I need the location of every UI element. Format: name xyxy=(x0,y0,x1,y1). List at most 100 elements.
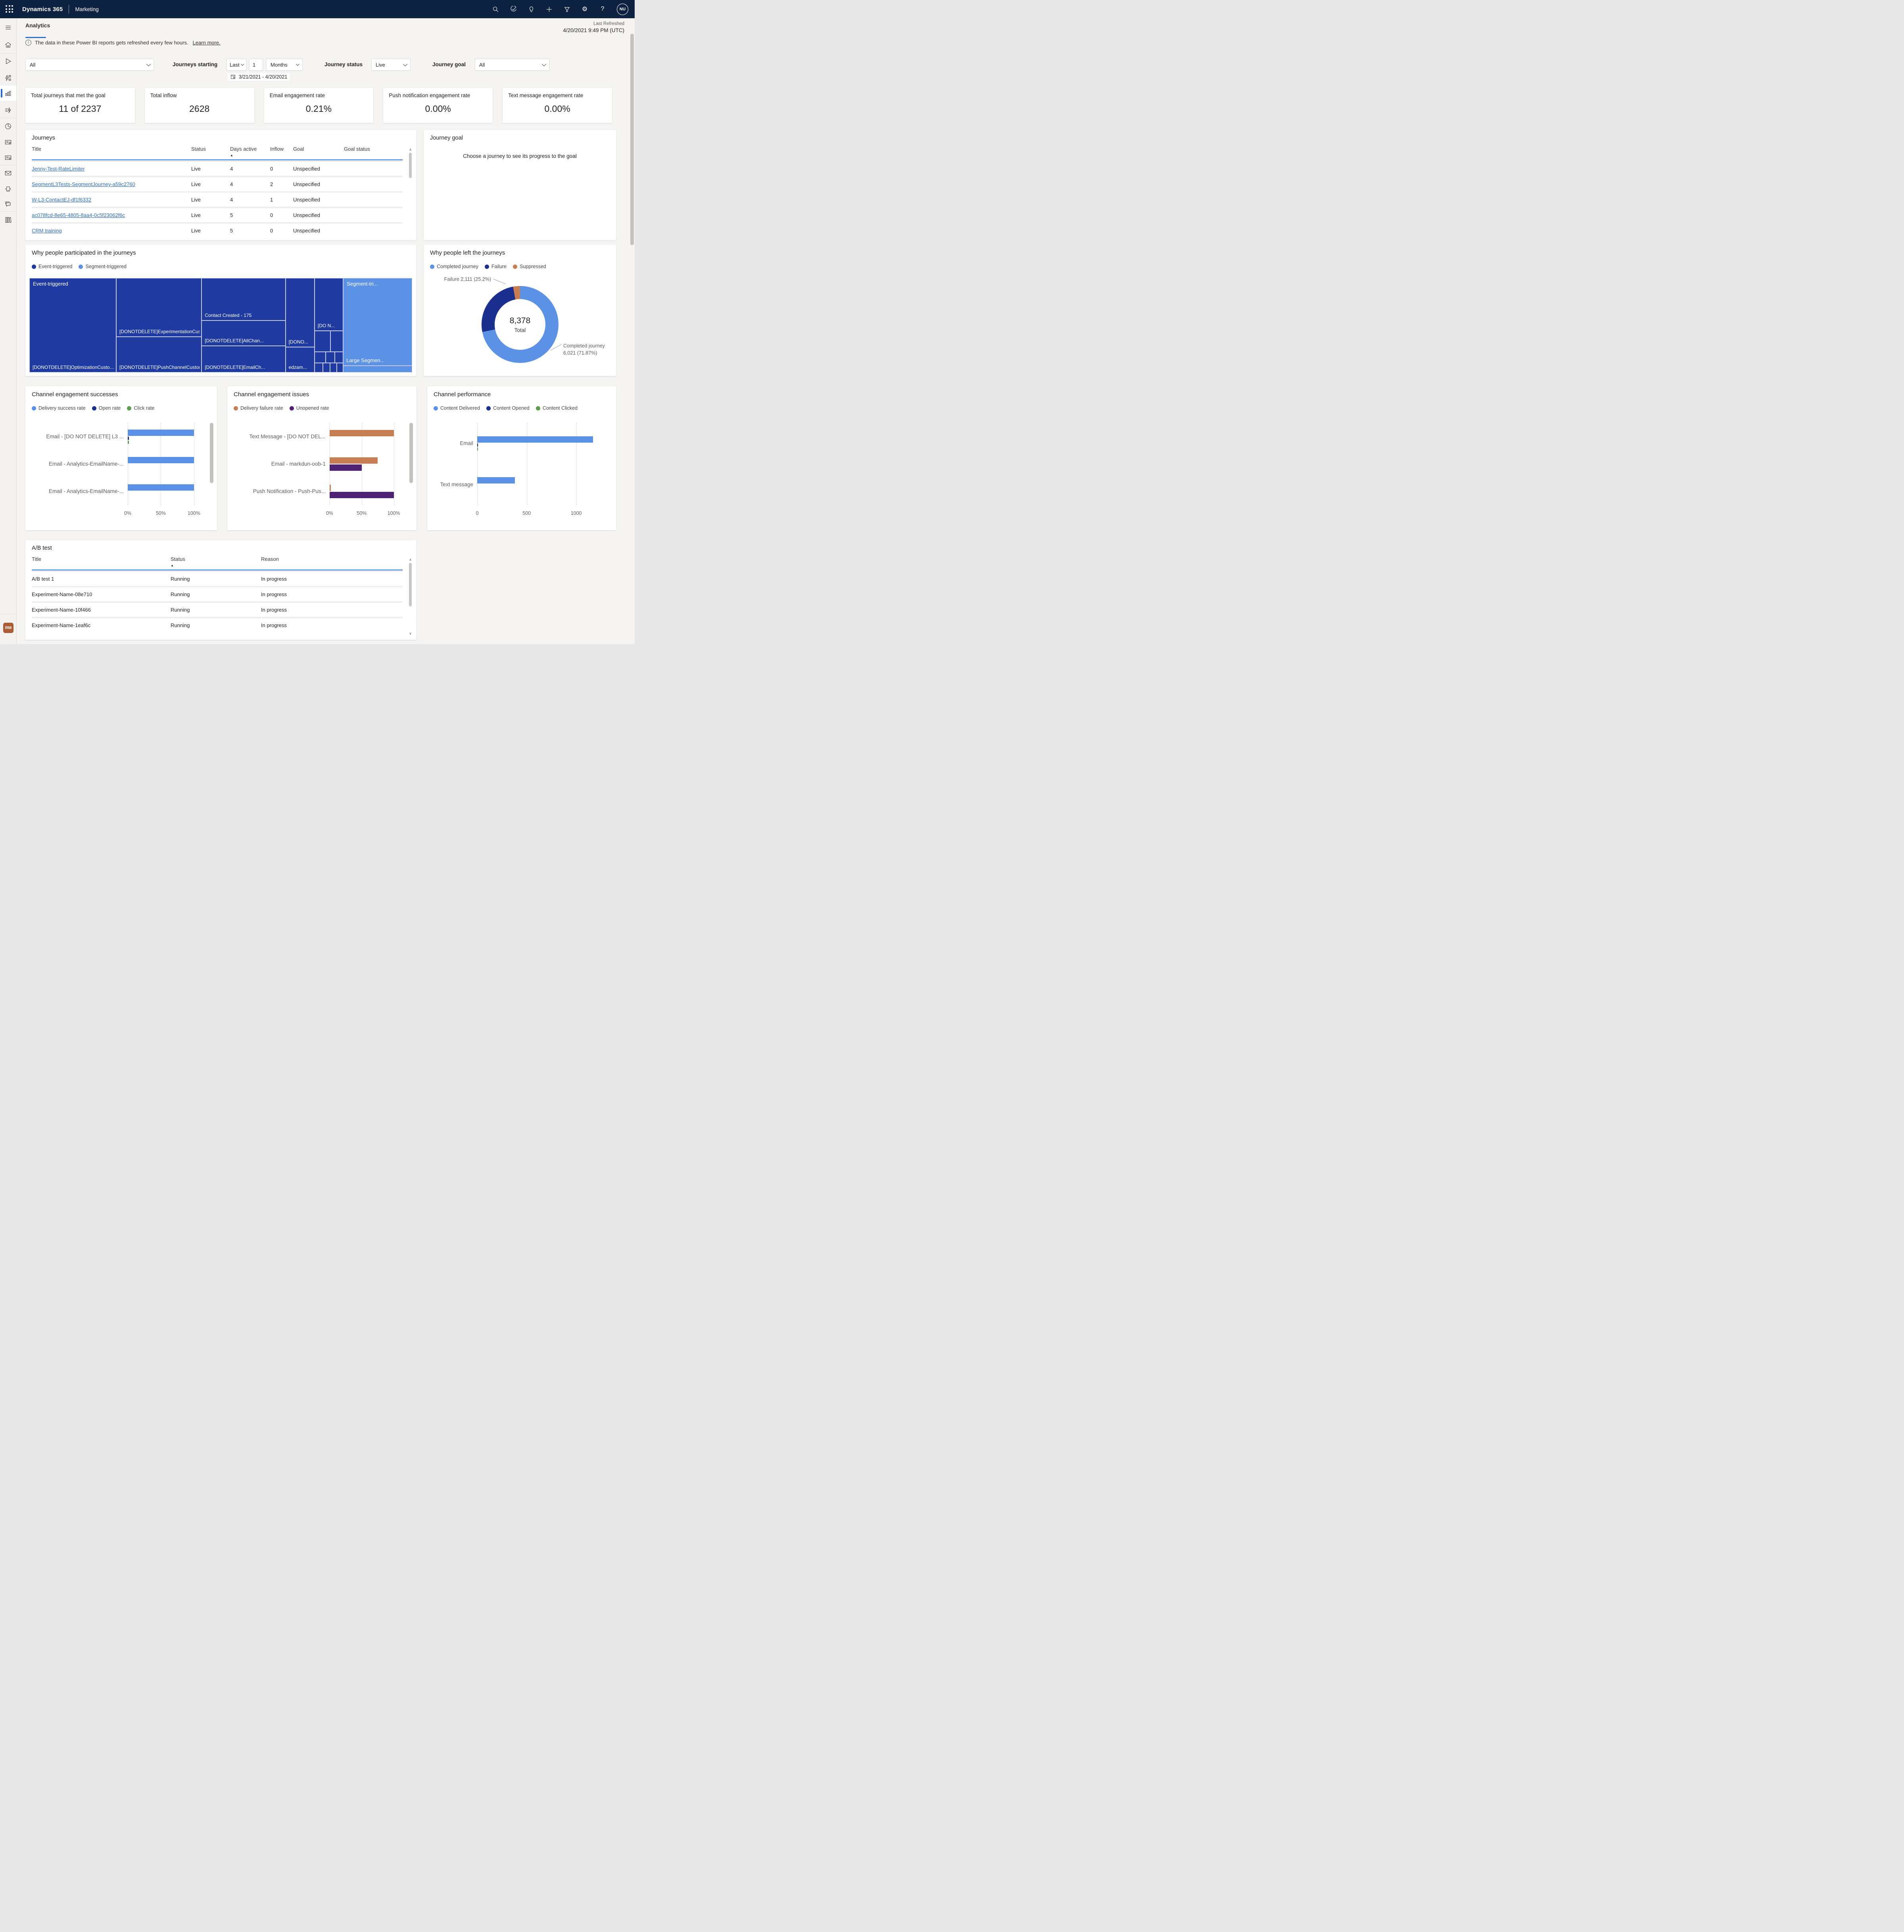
legend-item[interactable]: Failure xyxy=(485,264,507,269)
legend-item[interactable]: Content Opened xyxy=(486,405,530,411)
column-header-title[interactable]: Title xyxy=(32,556,171,562)
task-check-icon[interactable] xyxy=(510,6,517,13)
treemap-cell-emailchannel[interactable]: [DONOTDELETE]EmailCh... xyxy=(202,346,285,372)
treemap-cell-small[interactable] xyxy=(337,363,343,372)
treemap-cell-small[interactable] xyxy=(315,352,326,363)
legend-item[interactable]: Event-triggered xyxy=(32,264,72,269)
journey-link[interactable]: SegmentL3Tests-SegmentJourney-a59c2760 xyxy=(32,181,135,187)
legend-item[interactable]: Suppressed xyxy=(513,264,546,269)
legend-item[interactable]: Content Delivered xyxy=(434,405,480,411)
treemap-cell-optimization[interactable]: Event-triggered [DONOTDELETE]Optimizatio… xyxy=(29,278,116,372)
treemap-cell-segment-small[interactable] xyxy=(343,366,412,372)
treemap-cell-pushchannel[interactable]: [DONOTDELETE]PushChannelCustomEvent - 40… xyxy=(116,337,202,372)
bar-delivery-failure[interactable] xyxy=(330,457,378,464)
treemap-cell-small[interactable] xyxy=(323,363,330,372)
column-header-goal[interactable]: Goal xyxy=(293,146,344,152)
help-icon[interactable]: ? xyxy=(599,6,606,13)
bar-delivery-success[interactable] xyxy=(128,484,194,491)
column-header-status[interactable]: Status xyxy=(191,146,230,152)
sidebar-marketing-forms-icon[interactable] xyxy=(0,150,16,165)
treemap-cell-small[interactable] xyxy=(330,363,336,372)
treemap-cell-small[interactable] xyxy=(335,352,343,363)
journey-goal-dropdown[interactable]: All xyxy=(475,59,549,71)
sidebar-marketing-pages-icon[interactable] xyxy=(0,134,16,150)
column-header-goal-status[interactable]: Goal status xyxy=(344,146,403,152)
column-header-status[interactable]: Status ▲ xyxy=(171,556,261,567)
treemap-cell-large-segment[interactable]: Segment-tri... Large Segmen... xyxy=(343,278,412,366)
treemap-cell-small[interactable] xyxy=(326,352,335,363)
treemap-cell-small[interactable] xyxy=(315,363,323,372)
column-header-inflow[interactable]: Inflow xyxy=(270,146,293,152)
scroll-down-icon[interactable]: ∨ xyxy=(409,631,412,635)
sidebar-text-message-icon[interactable] xyxy=(0,196,16,211)
scrollbar-thumb[interactable] xyxy=(409,153,412,178)
range-count-input[interactable]: 1 xyxy=(249,59,263,71)
bar-open-rate[interactable] xyxy=(128,437,129,440)
column-header-days-active[interactable]: Days active ▲ xyxy=(230,146,270,157)
sidebar-segments-pie-icon[interactable] xyxy=(0,119,16,134)
range-mode-dropdown[interactable]: Last xyxy=(226,59,246,71)
donut-chart[interactable]: 8,378 Total xyxy=(482,286,559,363)
bar-content-opened[interactable] xyxy=(477,443,478,447)
bar-delivery-success[interactable] xyxy=(128,430,194,436)
legend-item[interactable]: Open rate xyxy=(92,405,121,411)
filter-funnel-icon[interactable] xyxy=(563,6,570,13)
journey-status-dropdown[interactable]: Live xyxy=(371,59,411,71)
treemap-cell-allchannel[interactable]: [DONOTDELETE]AllChan... xyxy=(202,320,285,346)
lightbulb-icon[interactable] xyxy=(528,6,535,13)
range-unit-dropdown[interactable]: Months xyxy=(266,59,303,71)
sidebar-home-icon[interactable] xyxy=(0,37,16,52)
legend-item[interactable]: Completed journey xyxy=(430,264,478,269)
treemap-cell-small[interactable] xyxy=(315,331,331,351)
tab-analytics[interactable]: Analytics xyxy=(25,22,50,29)
treemap-cell-contact-created[interactable]: Contact Created - 175 xyxy=(202,278,285,320)
legend-item[interactable]: Unopened rate xyxy=(290,405,329,411)
learn-more-link[interactable]: Learn more. xyxy=(193,40,221,46)
bar-click-rate[interactable] xyxy=(128,441,129,444)
journey-link[interactable]: W-L3-ContactEJ-df1f6332 xyxy=(32,197,91,203)
sidebar-customer-journeys-icon[interactable] xyxy=(0,70,16,85)
journeys-table-scrollbar[interactable]: ∧ xyxy=(408,148,413,235)
legend-item[interactable]: Delivery failure rate xyxy=(234,405,283,411)
bar-delivery-failure[interactable] xyxy=(330,485,331,491)
chart-scrollbar[interactable] xyxy=(409,423,413,483)
treemap-cell-edzam[interactable]: edzam... xyxy=(286,347,315,372)
page-scrollbar[interactable] xyxy=(630,34,634,245)
sidebar-push-notification-icon[interactable] xyxy=(0,181,16,196)
bar-content-delivered[interactable] xyxy=(477,436,593,443)
bar-content-clicked[interactable] xyxy=(477,447,478,451)
treemap-cell-dono[interactable]: [DONO... xyxy=(286,278,315,347)
sidebar-content-library-icon[interactable] xyxy=(0,212,16,227)
bar-delivery-failure[interactable] xyxy=(330,430,394,436)
column-header-reason[interactable]: Reason xyxy=(261,556,403,562)
scrollbar-thumb[interactable] xyxy=(409,563,412,606)
sidebar-analytics-icon-selected[interactable] xyxy=(0,86,16,101)
bar-content-delivered[interactable] xyxy=(477,477,515,483)
legend-item[interactable]: Content Clicked xyxy=(536,405,578,411)
treemap-cell-experimentation[interactable]: [DONOTDELETE]ExperimentationCustomEvent … xyxy=(116,278,202,337)
sidebar-email-icon[interactable] xyxy=(0,165,16,180)
journey-filter-dropdown[interactable]: All xyxy=(25,59,154,71)
plus-icon[interactable] xyxy=(545,6,553,13)
scroll-up-icon[interactable]: ∧ xyxy=(409,558,412,562)
bar-unopened[interactable] xyxy=(330,492,394,498)
journey-link[interactable]: ac078fcd-8e65-4805-8aa4-0c5f23062f6c xyxy=(32,212,125,218)
ab-test-scrollbar[interactable]: ∧ ∨ xyxy=(408,558,413,635)
journey-link[interactable]: Jenny-Test-RateLimiter xyxy=(32,166,85,172)
chart-scrollbar[interactable] xyxy=(210,423,213,483)
search-icon[interactable] xyxy=(492,6,499,13)
waffle-menu-icon[interactable] xyxy=(6,5,13,13)
scroll-up-icon[interactable]: ∧ xyxy=(409,148,412,152)
bar-delivery-success[interactable] xyxy=(128,457,194,463)
column-header-title[interactable]: Title xyxy=(32,146,191,152)
user-avatar[interactable]: NU xyxy=(617,4,628,15)
legend-item[interactable]: Click rate xyxy=(127,405,154,411)
rm-app-badge[interactable]: RM xyxy=(3,623,13,633)
treemap-cell-don[interactable]: [DO N... xyxy=(315,278,343,331)
sidebar-collapse-menu-icon[interactable] xyxy=(0,20,16,35)
legend-item[interactable]: Segment-triggered xyxy=(79,264,127,269)
bar-unopened[interactable] xyxy=(330,464,362,471)
sidebar-lead-scoring-icon[interactable] xyxy=(0,102,16,117)
sidebar-get-started-icon[interactable] xyxy=(0,54,16,69)
settings-gear-icon[interactable]: ⚙ xyxy=(581,6,588,13)
